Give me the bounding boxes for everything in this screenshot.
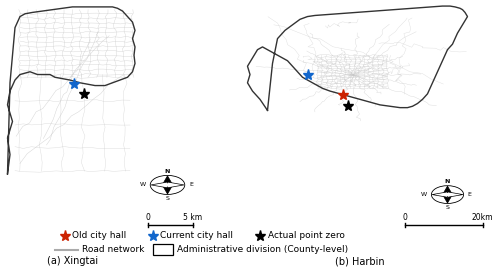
Circle shape: [166, 184, 170, 186]
Text: Current city hall: Current city hall: [160, 232, 233, 240]
Polygon shape: [168, 182, 184, 188]
Text: 5 km: 5 km: [183, 213, 202, 222]
Text: (b) Harbin: (b) Harbin: [335, 256, 385, 266]
Polygon shape: [442, 195, 452, 203]
Text: 0: 0: [402, 213, 407, 222]
Text: W: W: [140, 182, 146, 187]
Text: E: E: [468, 192, 471, 197]
Circle shape: [446, 194, 449, 195]
Text: Actual point zero: Actual point zero: [268, 232, 344, 240]
Text: W: W: [421, 192, 427, 197]
Text: S: S: [446, 205, 450, 210]
Text: N: N: [445, 179, 450, 184]
Polygon shape: [151, 182, 168, 188]
Text: Old city hall: Old city hall: [72, 232, 127, 240]
Text: Administrative division (County-level): Administrative division (County-level): [177, 245, 348, 254]
Polygon shape: [162, 176, 173, 185]
Polygon shape: [432, 192, 448, 197]
Text: 20km: 20km: [472, 213, 493, 222]
Text: Road network: Road network: [82, 245, 145, 254]
Polygon shape: [162, 185, 173, 194]
Polygon shape: [442, 186, 452, 195]
Polygon shape: [448, 192, 463, 197]
Text: S: S: [166, 196, 170, 201]
Text: 0: 0: [145, 213, 150, 222]
Text: (a) Xingtai: (a) Xingtai: [47, 256, 98, 266]
Text: E: E: [189, 182, 193, 187]
FancyBboxPatch shape: [152, 244, 172, 255]
Text: N: N: [165, 169, 170, 174]
